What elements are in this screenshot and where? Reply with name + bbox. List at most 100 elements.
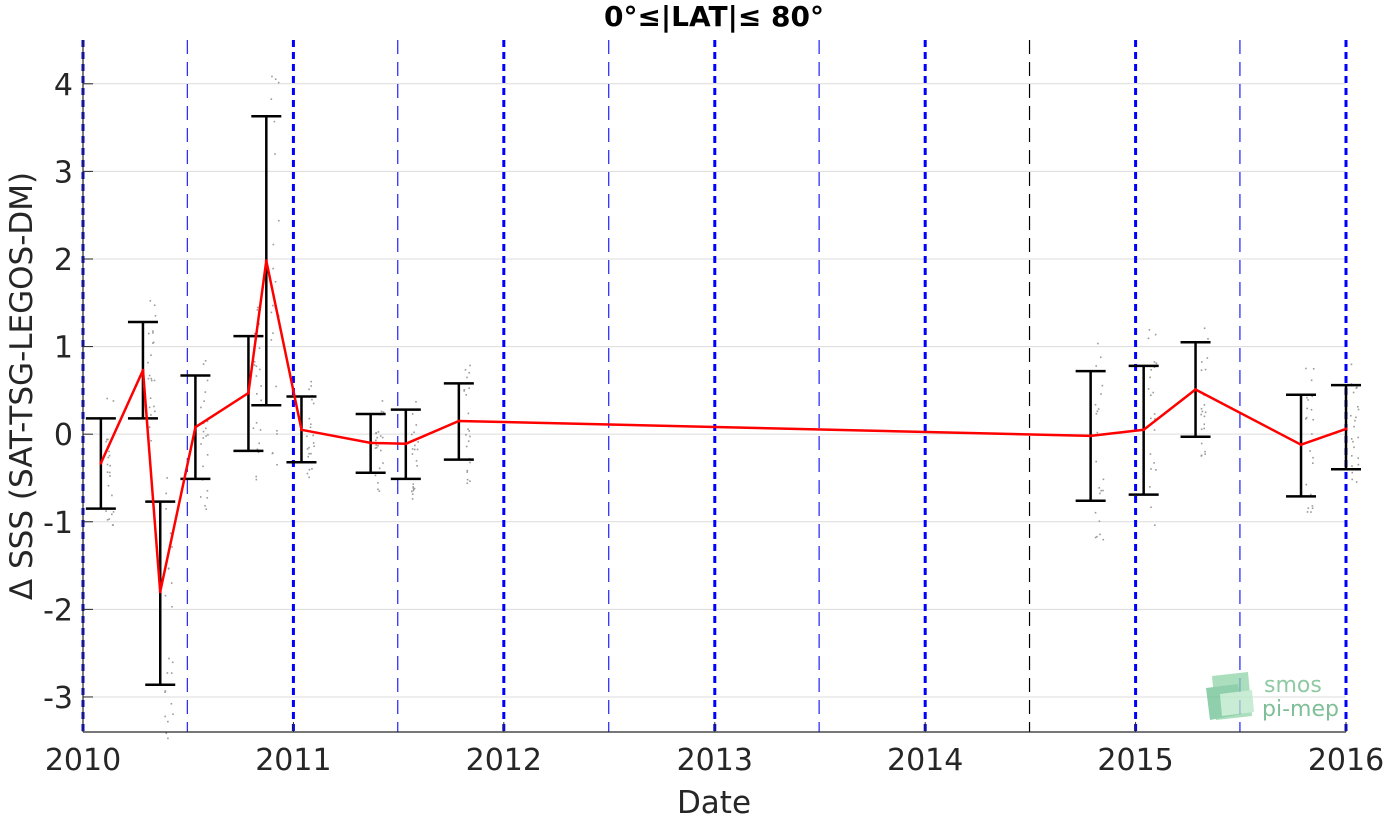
raw-sample-dot bbox=[152, 330, 154, 332]
x-tick-label: 2015 bbox=[1097, 743, 1173, 778]
raw-sample-dot bbox=[1149, 486, 1151, 488]
y-tick-label: -2 bbox=[43, 593, 73, 628]
raw-sample-dot bbox=[277, 81, 280, 84]
raw-sample-dot bbox=[171, 605, 173, 608]
mean-point bbox=[369, 441, 373, 445]
raw-sample-dot bbox=[203, 400, 205, 402]
raw-sample-dot bbox=[205, 435, 207, 437]
raw-sample-dot bbox=[308, 452, 310, 455]
raw-sample-dot bbox=[1310, 408, 1313, 411]
raw-sample-dot bbox=[466, 469, 469, 472]
raw-sample-dot bbox=[1311, 505, 1314, 507]
raw-sample-dot bbox=[308, 446, 310, 449]
mean-point bbox=[404, 442, 408, 446]
raw-sample-dot bbox=[1094, 511, 1097, 514]
raw-sample-dot bbox=[200, 443, 202, 445]
raw-sample-dot bbox=[410, 433, 413, 436]
mean-point bbox=[264, 259, 268, 263]
raw-sample-dot bbox=[1305, 418, 1307, 420]
raw-sample-dot bbox=[466, 478, 469, 481]
logo-mark-icon bbox=[1206, 672, 1254, 720]
mean-point bbox=[1299, 443, 1303, 447]
raw-sample-dot bbox=[465, 433, 467, 436]
raw-sample-dot bbox=[170, 702, 173, 705]
x-tick-label: 2016 bbox=[1308, 743, 1384, 778]
raw-sample-dot bbox=[171, 546, 173, 548]
raw-sample-dot bbox=[206, 497, 209, 499]
raw-sample-dot bbox=[106, 471, 109, 473]
raw-sample-dot bbox=[206, 379, 209, 382]
raw-sample-dot bbox=[259, 429, 262, 431]
raw-sample-dot bbox=[1350, 363, 1353, 366]
raw-sample-dot bbox=[468, 387, 470, 389]
raw-sample-dot bbox=[172, 713, 174, 716]
raw-sample-dot bbox=[1306, 396, 1308, 399]
logo-text-pimep: pi-mep bbox=[1262, 697, 1339, 722]
raw-sample-dot bbox=[271, 452, 274, 454]
raw-sample-dot bbox=[311, 398, 313, 401]
raw-sample-dot bbox=[1207, 337, 1209, 340]
x-tick-label: 2013 bbox=[677, 743, 753, 778]
raw-sample-dot bbox=[1153, 413, 1156, 415]
mean-point bbox=[1089, 434, 1093, 438]
raw-sample-dot bbox=[1312, 418, 1314, 421]
raw-samples bbox=[105, 75, 1360, 740]
raw-sample-dot bbox=[164, 715, 167, 718]
raw-sample-dot bbox=[256, 309, 259, 311]
x-tick-label: 2014 bbox=[887, 743, 963, 778]
raw-sample-dot bbox=[147, 377, 150, 380]
raw-sample-dot bbox=[255, 375, 258, 377]
raw-sample-dot bbox=[106, 463, 109, 466]
raw-sample-dot bbox=[1357, 408, 1360, 411]
raw-sample-dot bbox=[375, 432, 377, 435]
raw-sample-dot bbox=[148, 332, 150, 335]
raw-sample-dot bbox=[1204, 450, 1206, 453]
raw-sample-dot bbox=[112, 511, 115, 513]
raw-sample-dot bbox=[377, 431, 380, 433]
raw-sample-dot bbox=[1351, 471, 1354, 474]
raw-sample-dot bbox=[1096, 535, 1098, 538]
raw-sample-dot bbox=[1150, 506, 1152, 509]
raw-sample-dot bbox=[1153, 429, 1156, 431]
mean-point bbox=[246, 391, 250, 395]
raw-sample-dot bbox=[108, 471, 111, 474]
raw-sample-dot bbox=[1100, 393, 1102, 395]
raw-sample-dot bbox=[111, 494, 113, 497]
logo-text-smos: smos bbox=[1264, 673, 1322, 698]
raw-sample-dot bbox=[108, 450, 110, 453]
raw-sample-dot bbox=[276, 433, 278, 435]
raw-sample-dot bbox=[466, 482, 469, 485]
raw-sample-dot bbox=[1203, 415, 1206, 418]
raw-sample-dot bbox=[1096, 410, 1099, 413]
raw-sample-dot bbox=[255, 393, 258, 395]
raw-sample-dot bbox=[205, 508, 208, 511]
y-tick-label: 4 bbox=[54, 68, 73, 103]
raw-sample-dot bbox=[107, 438, 109, 441]
raw-sample-dot bbox=[150, 354, 152, 356]
raw-sample-dot bbox=[1099, 533, 1101, 536]
raw-sample-dot bbox=[381, 400, 384, 402]
x-tick-label: 2012 bbox=[466, 743, 542, 778]
y-axis-ticks: -3 -2 -1 0 1 2 3 4 bbox=[43, 68, 93, 716]
raw-sample-dot bbox=[465, 445, 468, 448]
raw-sample-dot bbox=[1354, 419, 1356, 422]
raw-sample-dot bbox=[412, 489, 415, 492]
raw-sample-dot bbox=[272, 267, 274, 270]
raw-sample-dot bbox=[1147, 337, 1150, 340]
raw-sample-dot bbox=[148, 374, 151, 377]
raw-sample-dot bbox=[416, 465, 418, 467]
raw-sample-dot bbox=[202, 430, 205, 433]
raw-sample-dot bbox=[306, 472, 309, 475]
raw-sample-dot bbox=[463, 389, 466, 391]
raw-sample-dot bbox=[252, 427, 255, 430]
raw-sample-dot bbox=[1153, 366, 1156, 368]
raw-sample-dot bbox=[1200, 413, 1202, 416]
raw-sample-dot bbox=[469, 364, 471, 367]
raw-sample-dot bbox=[380, 449, 382, 452]
x-axis-ticks: 2010 2011 2012 2013 2014 2015 2016 bbox=[45, 722, 1384, 778]
raw-sample-dot bbox=[106, 438, 108, 441]
raw-sample-dot bbox=[255, 365, 258, 368]
raw-sample-dot bbox=[1355, 416, 1357, 419]
raw-sample-dot bbox=[259, 368, 261, 371]
raw-sample-dot bbox=[414, 444, 416, 447]
